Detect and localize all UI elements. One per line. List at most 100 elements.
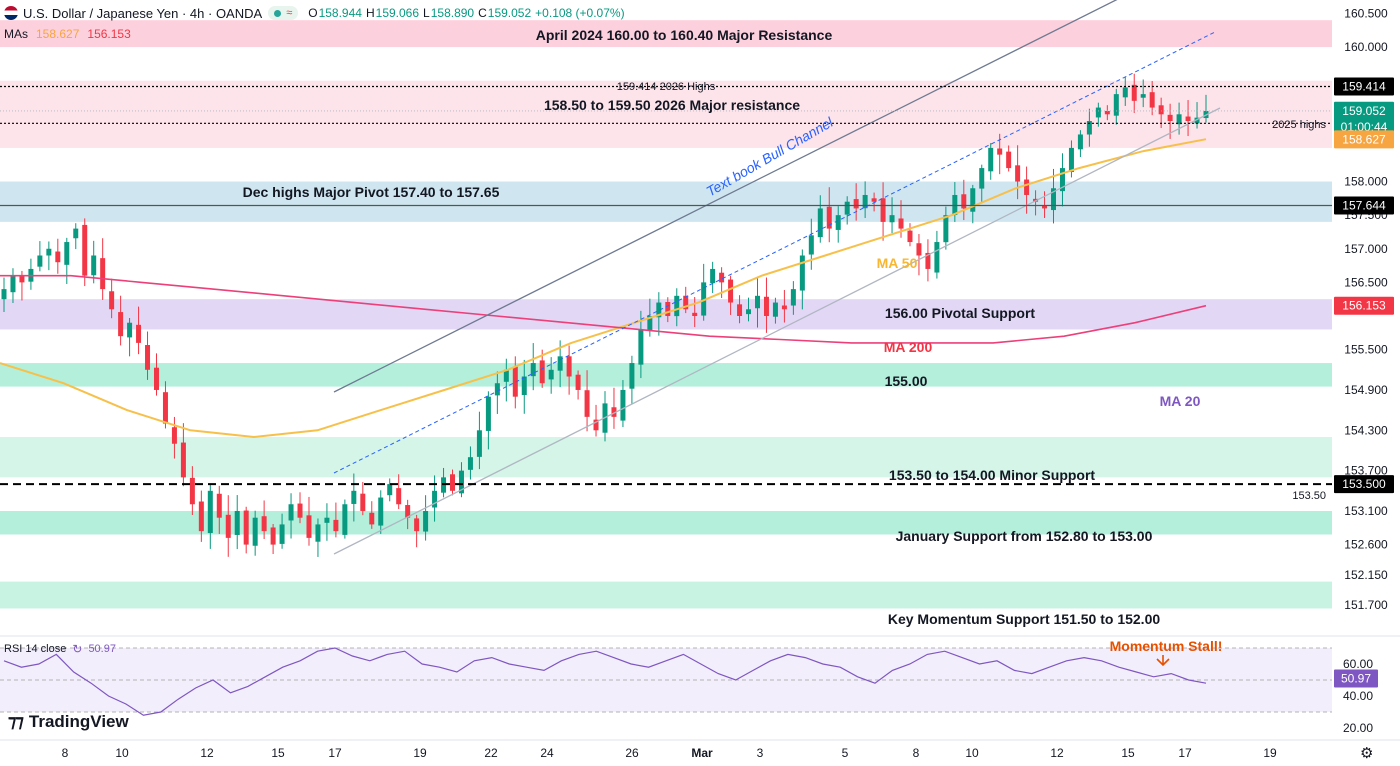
time-tick-label: 10: [115, 746, 129, 760]
candle-body: [37, 255, 43, 267]
change-value: +0.108 (+0.07%): [535, 6, 625, 20]
symbol-title[interactable]: U.S. Dollar / Japanese Yen · 4h · OANDA: [23, 5, 263, 21]
candle-body: [494, 383, 500, 396]
candle-body: [252, 517, 258, 546]
zone-label: 156.00 Pivotal Support: [885, 305, 1035, 321]
open-value: 158.944: [318, 6, 362, 20]
candle-body: [297, 503, 303, 518]
candle-body: [351, 490, 357, 504]
candle-body: [871, 198, 877, 202]
candle-body: [835, 215, 841, 230]
candle-body: [934, 242, 940, 273]
candle-body: [620, 389, 626, 421]
candle-body: [315, 524, 321, 542]
price-tick-label: 151.700: [1344, 598, 1388, 612]
candle-body: [162, 392, 168, 424]
candle-body: [503, 369, 509, 382]
candle-body: [55, 251, 61, 263]
rsi-badge-text: 50.97: [1341, 671, 1371, 685]
candle-body: [970, 188, 976, 212]
candle-body: [225, 514, 231, 538]
candle-body: [64, 242, 70, 265]
candle-body: [790, 289, 796, 306]
zone-label: 153.50 to 154.00 Minor Support: [889, 467, 1096, 483]
candle-body: [1194, 117, 1200, 124]
candle-body: [1059, 168, 1065, 192]
candle-body: [261, 516, 267, 532]
candle-body: [647, 316, 653, 331]
candle-body: [270, 527, 276, 545]
rsi-legend-value: 50.97: [88, 643, 116, 655]
candle-body: [1, 289, 7, 300]
rsi-tick-label: 40.00: [1343, 689, 1373, 703]
candle-body: [234, 510, 240, 535]
zone-band: [0, 363, 1332, 387]
candle-body: [306, 515, 312, 538]
candle-body: [754, 295, 760, 309]
candle-body: [557, 356, 563, 371]
time-tick-label: 19: [1263, 746, 1277, 760]
rsi-tick-label: 60.00: [1343, 657, 1373, 671]
candle-body: [100, 258, 106, 290]
candle-body: [189, 477, 195, 505]
candle-body: [180, 442, 186, 478]
candle-body: [1167, 114, 1173, 122]
candle-body: [423, 510, 429, 532]
candle-body: [46, 248, 52, 256]
candle-body: [1158, 105, 1164, 115]
candle-body: [10, 275, 16, 293]
level-badge: [1334, 196, 1394, 215]
zone-label: 158.50 to 159.50 2026 Major resistance: [544, 97, 800, 113]
candle-body: [907, 230, 913, 243]
level-label-2025-highs: 2025 highs: [1272, 119, 1326, 131]
market-status-pill[interactable]: ≈: [268, 6, 299, 20]
zone-band: [0, 510, 1332, 535]
candle-body: [638, 329, 644, 365]
candle-body: [387, 484, 393, 496]
candle-body: [324, 517, 330, 523]
candle-body: [1131, 84, 1137, 101]
price-tick-label: 153.700: [1344, 464, 1388, 478]
gear-icon[interactable]: ⚙: [1360, 745, 1374, 762]
candle-body: [1077, 134, 1083, 150]
candle-body: [171, 427, 177, 444]
time-tick-label: 12: [1050, 746, 1064, 760]
candle-body: [1024, 179, 1030, 195]
candle-body: [485, 396, 491, 431]
sync-icon: ↻: [72, 642, 83, 656]
zone-label: Dec highs Major Pivot 157.40 to 157.65: [243, 184, 500, 200]
price-tick-label: 158.000: [1344, 175, 1388, 189]
level-badge-text: 159.414: [1342, 79, 1386, 93]
price-tick-label: 152.150: [1344, 568, 1388, 582]
momentum-label: Momentum Stall!: [1110, 638, 1223, 654]
time-tick-label: 5: [842, 746, 849, 760]
time-tick-label: 19: [413, 746, 427, 760]
candle-body: [405, 505, 411, 518]
channel-lower-line: [333, 107, 1221, 555]
candle-body: [1051, 188, 1057, 211]
candle-body: [1104, 110, 1110, 115]
rsi-legend[interactable]: RSI 14 close ↻ 50.97: [4, 641, 116, 657]
time-tick-label: 17: [328, 746, 342, 760]
candle-body: [207, 490, 213, 534]
tradingview-wordmark: TradingView: [28, 712, 129, 731]
candle-body: [1149, 92, 1155, 108]
candle-body: [746, 309, 752, 315]
candle-body: [1006, 151, 1012, 169]
zone-band: [0, 80, 1332, 148]
time-tick-label: 12: [200, 746, 214, 760]
candle-body: [521, 376, 527, 396]
ma-legend[interactable]: MAs 158.627 156.153: [4, 25, 131, 43]
price-badge-text: 156.153: [1342, 299, 1386, 313]
candle-body: [584, 390, 590, 417]
candle-body: [808, 235, 814, 255]
tradingview-logo[interactable]: ⁊⁊ TradingView: [8, 710, 129, 734]
candle-body: [701, 282, 707, 316]
candle-body: [943, 215, 949, 243]
candle-body: [153, 367, 159, 390]
rsi-line: [3, 647, 1207, 716]
price-badge: [1334, 130, 1394, 149]
candle-body: [243, 510, 249, 545]
candle-body: [360, 493, 366, 511]
